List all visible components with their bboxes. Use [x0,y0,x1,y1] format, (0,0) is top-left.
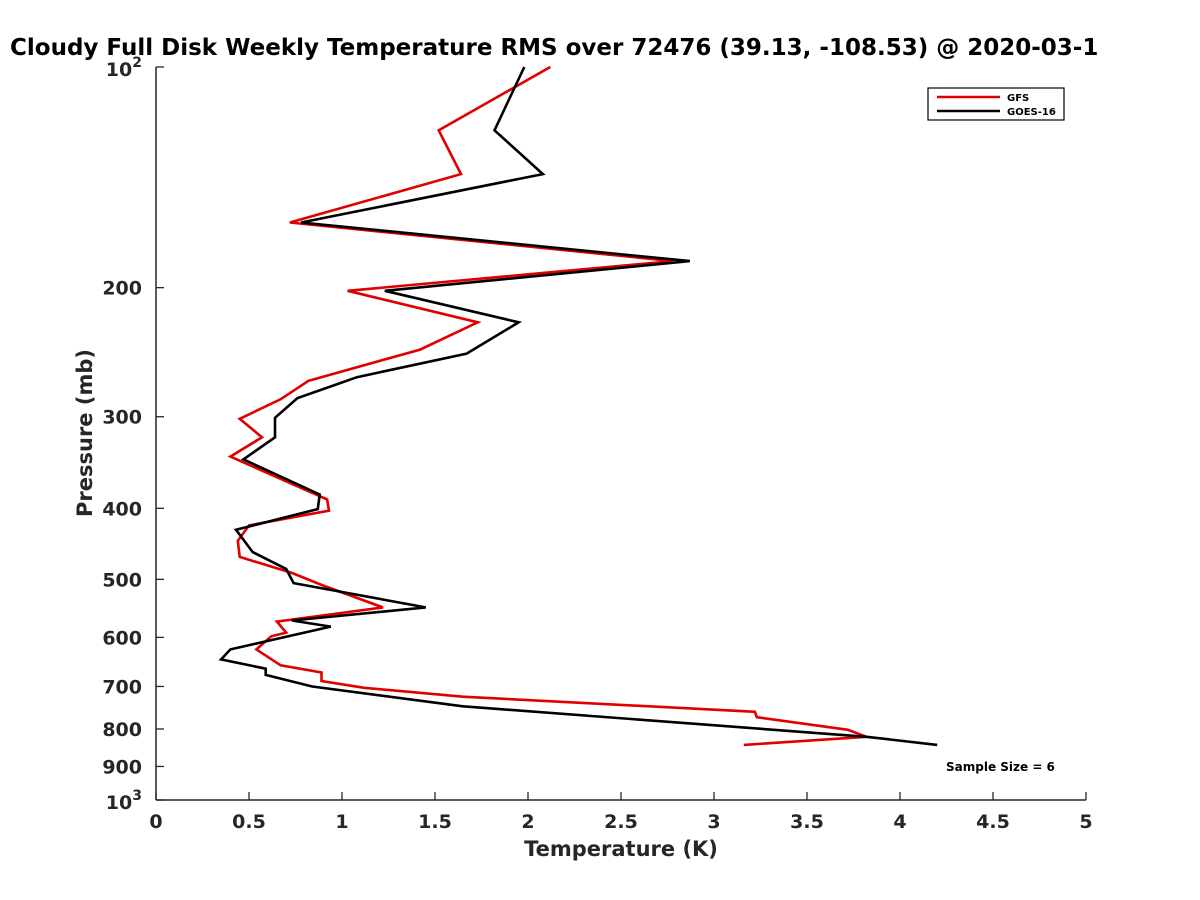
y-tick-label: 300 [102,407,142,429]
y-tick-label: 200 [102,278,142,300]
series-lines [218,65,938,747]
y-axis-label: Pressure (mb) [73,349,97,517]
x-tick-label: 4.5 [976,811,1010,833]
sample-size-annotation: Sample Size = 6 [946,760,1055,774]
y-tick-label: 900 [102,756,142,778]
x-tick-label: 1 [335,811,348,833]
x-tick-label: 2 [521,811,534,833]
x-axis-label: Temperature (K) [524,837,718,861]
y-ticks: 102 200 300 400 500 600 700 800 900 103 [102,55,164,814]
x-tick-label: 0.5 [232,811,266,833]
x-tick-label: 1.5 [418,811,452,833]
x-tick-label: 3 [707,811,720,833]
series-line-gfs [227,65,867,747]
y-tick-label: 700 [102,676,142,698]
legend-label-goes16: GOES-16 [1007,107,1056,118]
chart-title: Cloudy Full Disk Weekly Temperature RMS … [10,35,1098,61]
x-ticks: 0 0.5 1 1.5 2 2.5 3 3.5 4 4.5 5 [149,792,1093,833]
plot-area: 0 0.5 1 1.5 2 2.5 3 3.5 4 4.5 5 102 200 300 400 500 600… [102,55,1092,833]
x-tick-label: 4 [893,811,906,833]
y-tick-label: 600 [102,627,142,649]
y-tick-label: 103 [106,788,142,814]
x-tick-label: 3.5 [790,811,824,833]
series-line-goes16 [218,66,938,747]
y-tick-label: 800 [102,719,142,741]
legend: GFS GOES-16 [927,87,1065,121]
x-tick-label: 2.5 [604,811,638,833]
x-tick-label: 5 [1079,811,1092,833]
legend-box [927,87,1065,121]
y-tick-label: 102 [106,55,142,81]
x-tick-label: 0 [149,811,162,833]
y-tick-label: 400 [102,498,142,520]
legend-label-gfs: GFS [1007,93,1029,104]
y-tick-label: 500 [102,569,142,591]
